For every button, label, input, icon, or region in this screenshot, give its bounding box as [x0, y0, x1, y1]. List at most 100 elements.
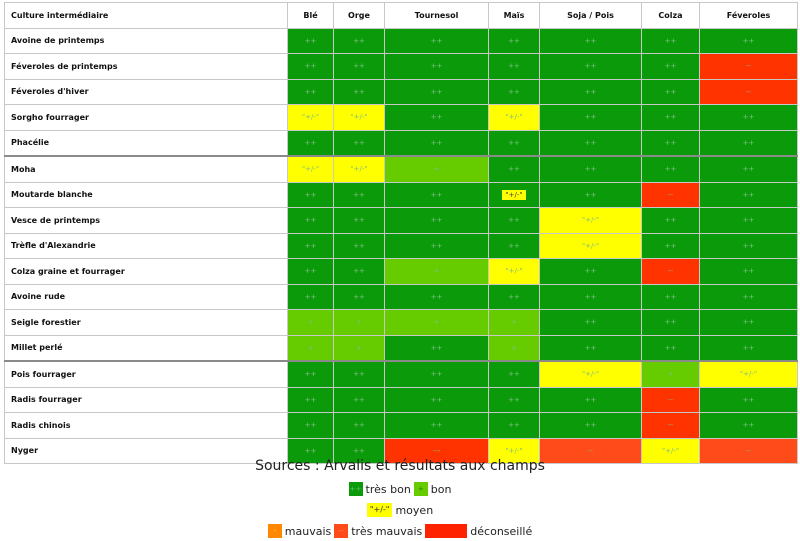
rating-cell: ++: [641, 207, 700, 234]
header-col-4: Soja / Pois: [539, 2, 642, 29]
table-row: Sorgho fourrager "+/-" "+/-" ++ "+/-" ++ ++ ++: [4, 104, 798, 131]
crop-name: Pois fourrager: [4, 360, 288, 388]
rating-cell: ++: [384, 181, 489, 208]
rating-cell: ++: [539, 412, 642, 439]
rating-cell: ++: [539, 53, 642, 80]
rating-cell: ++: [287, 258, 334, 285]
rating-cell: "+/-": [488, 258, 540, 285]
crop-name: Millet perlé: [4, 334, 288, 362]
crop-name: Nyger: [4, 437, 288, 464]
legend-swatch-deconseille: [425, 524, 468, 538]
rating-cell: ++: [384, 129, 489, 157]
rating-cell: "+/-": [539, 232, 642, 259]
rating-cell: ++: [488, 129, 540, 157]
rating-cell: ++: [333, 232, 385, 259]
rating-cell: ++: [539, 181, 642, 208]
rating-cell: ++: [488, 53, 540, 80]
header-culture: Culture intermédiaire: [4, 2, 288, 29]
rating-cell: ++: [539, 104, 642, 131]
legend-label-bon: bon: [430, 482, 452, 496]
legend-label-deconseille: déconseillé: [470, 524, 533, 538]
rating-cell: +: [333, 334, 385, 362]
rating-cell: ++: [333, 258, 385, 285]
rating-cell: ++: [333, 412, 385, 439]
rating-cell: +: [384, 258, 489, 285]
rating-cell: ++: [384, 283, 489, 310]
rating-cell: ++: [287, 360, 334, 388]
rating-cell: ++: [699, 155, 798, 183]
rating-cell: --: [539, 437, 642, 464]
legend-swatch-bon: +: [413, 482, 428, 496]
table-row: Pois fourrager ++ ++ ++ ++ "+/-" + "+/-": [4, 360, 798, 388]
rating-cell: "+/-": [641, 437, 700, 464]
crop-name: Avoine rude: [4, 283, 288, 310]
rating-cell: ++: [488, 360, 540, 388]
rating-cell: +: [488, 334, 540, 362]
rating-cell: ++: [333, 207, 385, 234]
rating-cell: "+/-": [488, 104, 540, 131]
table-body: Avoine de printemps ++ ++ ++ ++ ++ ++ ++ Féverol…: [4, 27, 798, 464]
rating-cell: ++: [384, 334, 489, 362]
rating-cell: ++: [641, 104, 700, 131]
legend-label-mauvais: mauvais: [284, 524, 332, 538]
rating-cell: ++: [333, 360, 385, 388]
table-row: Radis chinois ++ ++ ++ ++ ++ -- ++: [4, 412, 798, 439]
rating-cell: +: [333, 309, 385, 336]
rating-cell: ++: [539, 386, 642, 413]
rating-cell: --: [641, 386, 700, 413]
rating-cell: +: [287, 309, 334, 336]
legend-row-moyen: "+/-" moyen: [0, 503, 800, 517]
rating-cell: ++: [641, 155, 700, 183]
rating-cell: ++: [384, 232, 489, 259]
rating-cell: ++: [699, 334, 798, 362]
table-row: Colza graine et fourrager ++ ++ + "+/-" ++ -- +…: [4, 258, 798, 285]
header-col-0: Blé: [287, 2, 334, 29]
crop-name: Seigle forestier: [4, 309, 288, 336]
rating-cell: ++: [488, 207, 540, 234]
table-row: Avoine rude ++ ++ ++ ++ ++ ++ ++: [4, 283, 798, 310]
rating-cell: "+/-": [287, 104, 334, 131]
rating-cell: ++: [539, 155, 642, 183]
rating-cell: "+/-": [333, 155, 385, 183]
rating-cell: ++: [641, 309, 700, 336]
rating-cell: ++: [699, 258, 798, 285]
rating-cell: ++: [641, 232, 700, 259]
header-col-5: Colza: [641, 2, 700, 29]
rating-cell: ++: [539, 258, 642, 285]
rating-cell: "+/-": [699, 360, 798, 388]
rating-cell: --: [641, 181, 700, 208]
crop-name: Sorgho fourrager: [4, 104, 288, 131]
rating-cell: ++: [384, 78, 489, 105]
rating-cell: ++: [384, 360, 489, 388]
rating-cell: ++: [539, 309, 642, 336]
crop-name: Trèfle d'Alexandrie: [4, 232, 288, 259]
legend-swatch-moyen: "+/-": [366, 503, 393, 517]
rating-cell: ++: [333, 386, 385, 413]
rating-cell: ++: [539, 78, 642, 105]
table-row: Trèfle d'Alexandrie ++ ++ ++ ++ "+/-" ++ ++: [4, 232, 798, 259]
rating-cell: ++: [641, 78, 700, 105]
rating-cell: ++: [384, 104, 489, 131]
crop-name: Colza graine et fourrager: [4, 258, 288, 285]
rating-cell: +: [384, 155, 489, 183]
rating-cell: ++: [641, 334, 700, 362]
rating-cell: ++: [699, 181, 798, 208]
table-row: Phacélie ++ ++ ++ ++ ++ ++ ++: [4, 129, 798, 157]
crop-name: Moutarde blanche: [4, 181, 288, 208]
rating-cell: ---: [384, 437, 489, 464]
rating-cell: ++: [287, 232, 334, 259]
rating-cell: +: [287, 334, 334, 362]
table-row: Nyger ++ ++ --- "+/-" -- "+/-" --: [4, 437, 798, 464]
legend-row-good: ++ très bon + bon: [0, 482, 800, 496]
rating-cell: ++: [699, 104, 798, 131]
rating-cell: ++: [699, 129, 798, 157]
rating-cell: ++: [287, 412, 334, 439]
rating-cell: ++: [488, 155, 540, 183]
crop-name: Moha: [4, 155, 288, 183]
rating-cell: ++: [699, 309, 798, 336]
rating-cell: ++: [287, 53, 334, 80]
rating-cell: ++: [699, 27, 798, 54]
rating-cell: ++: [488, 283, 540, 310]
rating-cell: "+/-": [488, 437, 540, 464]
rating-cell: --: [699, 53, 798, 80]
